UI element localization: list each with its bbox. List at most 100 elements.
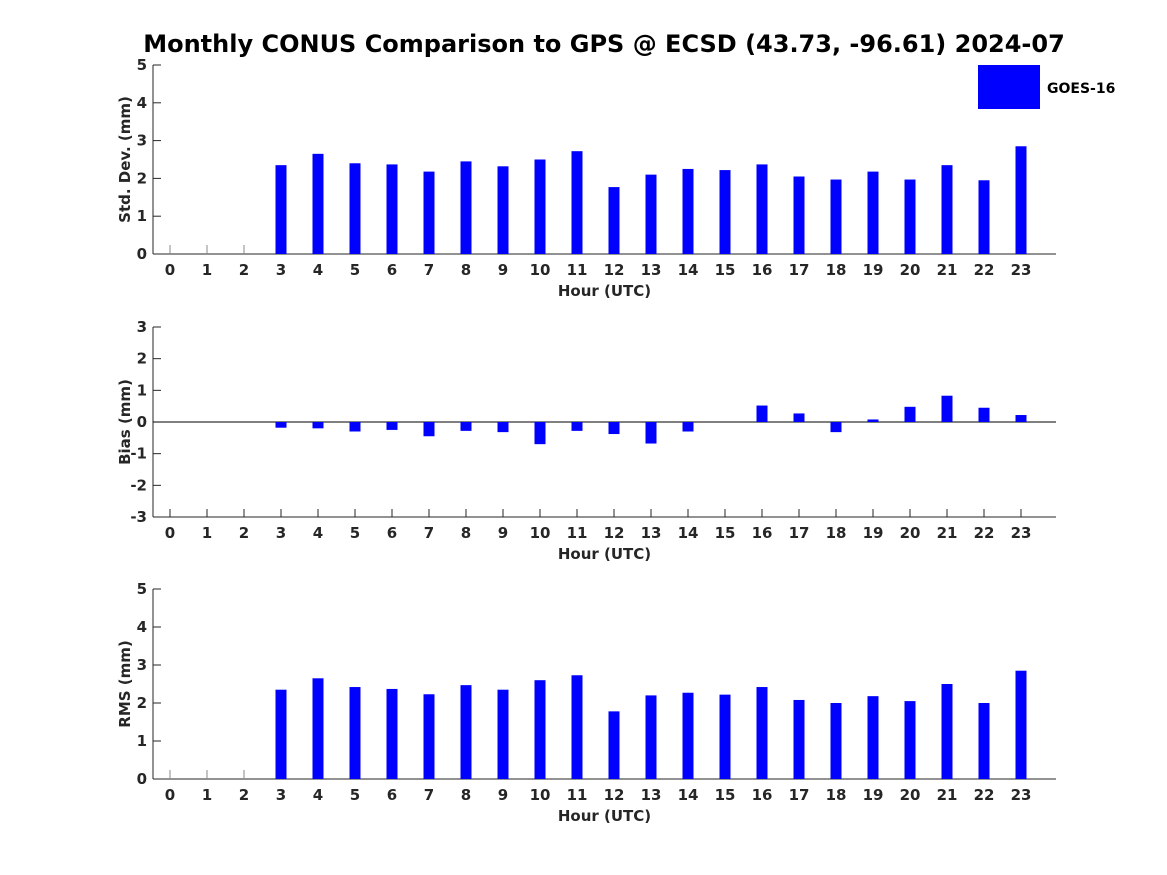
x-tick-label: 14 [678, 261, 699, 279]
x-tick-label: 13 [641, 524, 662, 542]
bar-hour-10 [534, 159, 546, 254]
bar-hour-20 [904, 406, 916, 422]
x-tick-label: 23 [1011, 261, 1032, 279]
bar-hour-12 [608, 187, 620, 254]
x-tick-label: 20 [900, 786, 921, 804]
bar-hour-16 [756, 405, 768, 422]
bar-hour-8 [460, 422, 472, 431]
x-tick-label: 15 [715, 524, 736, 542]
bar-hour-7 [423, 694, 435, 779]
bar-hour-23 [1015, 415, 1027, 422]
x-tick-label: 13 [641, 261, 662, 279]
x-tick-label: 7 [424, 524, 434, 542]
y-tick-label: 4 [137, 618, 147, 636]
x-tick-label: 14 [678, 786, 699, 804]
x-tick-label: 6 [387, 786, 397, 804]
x-tick-label: 5 [350, 786, 360, 804]
bar-hour-6 [386, 164, 398, 254]
bar-hour-19 [867, 171, 879, 254]
bar-hour-19 [867, 419, 879, 422]
x-tick-label: 18 [826, 786, 847, 804]
x-tick-label: 6 [387, 261, 397, 279]
bar-hour-18 [830, 703, 842, 779]
bar-hour-17 [793, 176, 805, 254]
x-tick-label: 9 [498, 261, 508, 279]
y-tick-label: 4 [137, 94, 147, 112]
x-tick-label: 22 [974, 786, 995, 804]
x-tick-label: 11 [567, 524, 588, 542]
bar-hour-6 [386, 688, 398, 779]
bar-hour-5 [349, 422, 361, 432]
bar-hour-6 [386, 422, 398, 430]
bar-hour-4 [312, 678, 324, 779]
bar-hour-13 [645, 174, 657, 254]
bar-hour-7 [423, 171, 435, 254]
x-tick-label: 19 [863, 524, 884, 542]
bar-hour-3 [275, 422, 287, 428]
x-tick-label: 3 [276, 786, 286, 804]
bar-hour-15 [719, 170, 731, 254]
x-tick-label: 16 [752, 524, 773, 542]
x-tick-label: 10 [530, 261, 551, 279]
x-tick-label: 18 [826, 524, 847, 542]
x-axis-label: Hour (UTC) [558, 545, 651, 563]
x-tick-label: 22 [974, 524, 995, 542]
x-tick-label: 14 [678, 524, 699, 542]
x-tick-label: 10 [530, 786, 551, 804]
x-tick-label: 15 [715, 261, 736, 279]
y-tick-label: 1 [137, 732, 147, 750]
bar-hour-11 [571, 675, 583, 779]
bar-hour-9 [497, 422, 509, 433]
x-tick-label: 12 [604, 524, 625, 542]
x-tick-label: 16 [752, 786, 773, 804]
y-axis-label: Std. Dev. (mm) [116, 96, 134, 223]
x-tick-label: 23 [1011, 786, 1032, 804]
bar-hour-4 [312, 153, 324, 254]
bar-hour-14 [682, 168, 694, 254]
x-tick-label: 7 [424, 261, 434, 279]
x-tick-label: 4 [313, 786, 323, 804]
y-tick-label: 3 [137, 132, 147, 150]
bar-hour-13 [645, 695, 657, 779]
x-tick-label: 5 [350, 524, 360, 542]
x-tick-label: 1 [202, 524, 212, 542]
x-tick-label: 12 [604, 786, 625, 804]
bar-hour-17 [793, 699, 805, 779]
bar-hour-10 [534, 422, 546, 445]
bar-hour-17 [793, 413, 805, 422]
x-tick-label: 3 [276, 524, 286, 542]
y-tick-label: 0 [137, 245, 147, 263]
bar-hour-11 [571, 422, 583, 431]
bar-hour-8 [460, 161, 472, 254]
y-tick-label: 1 [137, 381, 147, 399]
x-tick-label: 9 [498, 524, 508, 542]
chart-legend: GOES-16 [978, 65, 1115, 109]
bar-hour-19 [867, 696, 879, 779]
x-tick-label: 8 [461, 261, 471, 279]
y-tick-label: 1 [137, 207, 147, 225]
x-tick-label: 23 [1011, 524, 1032, 542]
x-tick-label: 8 [461, 786, 471, 804]
x-tick-label: 20 [900, 524, 921, 542]
bar-hour-13 [645, 422, 657, 444]
y-tick-label: 2 [137, 350, 147, 368]
x-axis-label: Hour (UTC) [558, 807, 651, 825]
x-tick-label: 2 [239, 524, 249, 542]
bar-hour-22 [978, 180, 990, 254]
y-tick-label: 0 [137, 770, 147, 788]
y-axis-label: Bias (mm) [116, 379, 134, 465]
chart-title: Monthly CONUS Comparison to GPS @ ECSD (… [143, 30, 1065, 58]
x-tick-label: 21 [937, 786, 958, 804]
y-tick-label: -1 [130, 445, 147, 463]
x-tick-label: 2 [239, 261, 249, 279]
x-tick-label: 15 [715, 786, 736, 804]
x-tick-label: 5 [350, 261, 360, 279]
x-tick-label: 4 [313, 524, 323, 542]
x-tick-label: 17 [789, 786, 810, 804]
y-tick-label: 0 [137, 413, 147, 431]
x-tick-label: 19 [863, 786, 884, 804]
x-tick-label: 2 [239, 786, 249, 804]
